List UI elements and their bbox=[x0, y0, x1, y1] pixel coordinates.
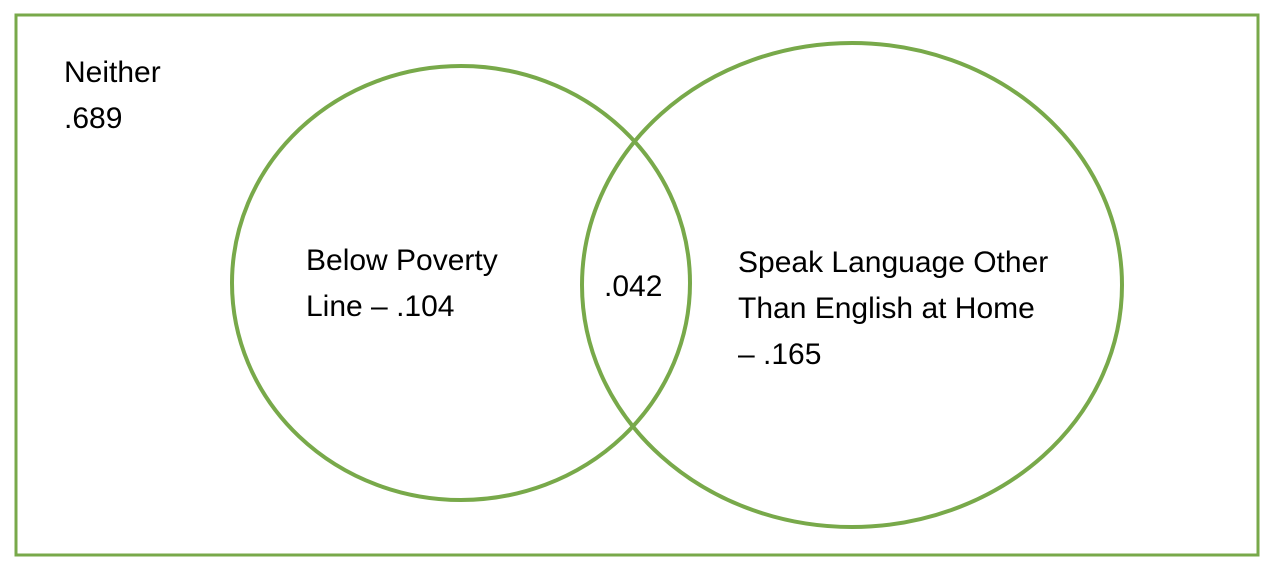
language-label-line1: Speak Language Other bbox=[738, 246, 1049, 279]
language-label-line3: – .165 bbox=[738, 338, 822, 371]
language-label-line2: Than English at Home bbox=[738, 292, 1035, 325]
poverty-circle bbox=[230, 64, 692, 502]
neither-title: Neither bbox=[64, 56, 161, 89]
neither-value: .689 bbox=[64, 102, 123, 135]
poverty-set-label: Below Poverty Line – .104 bbox=[306, 238, 498, 330]
intersection-label: .042 bbox=[604, 264, 662, 310]
poverty-label-line2: Line – .104 bbox=[306, 290, 455, 323]
neither-label: Neither .689 bbox=[64, 50, 161, 142]
universe-frame bbox=[14, 13, 1260, 557]
poverty-label-line1: Below Poverty bbox=[306, 244, 498, 277]
language-set-label: Speak Language Other Than English at Hom… bbox=[738, 240, 1048, 378]
intersection-value: .042 bbox=[604, 270, 663, 303]
language-circle bbox=[580, 41, 1124, 529]
